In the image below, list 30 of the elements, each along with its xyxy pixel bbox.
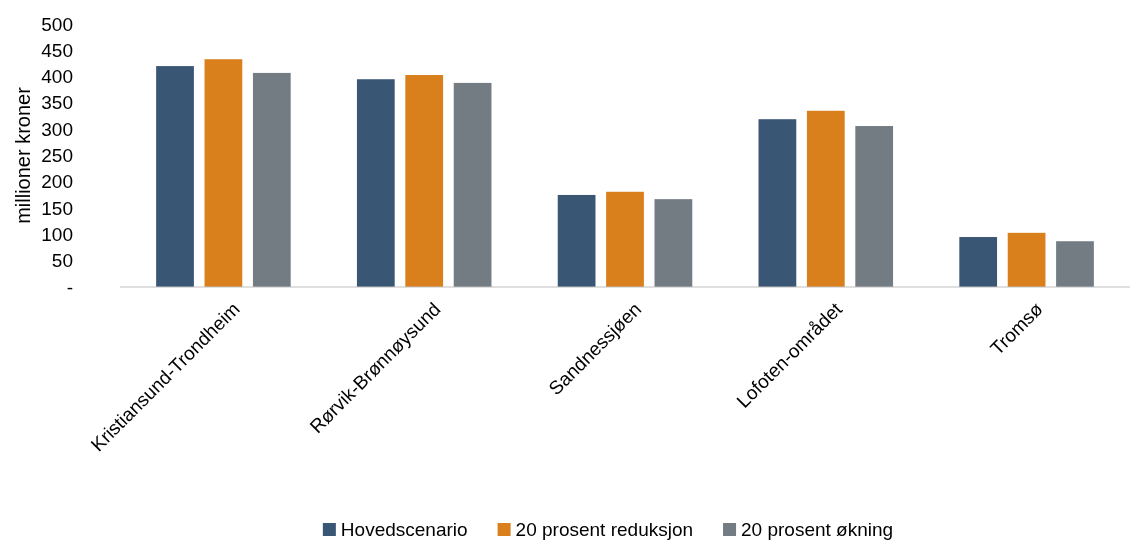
bar [557, 194, 596, 287]
y-tick-label: 50 [51, 250, 73, 272]
bar [654, 199, 693, 287]
y-tick-label: 200 [41, 171, 73, 193]
y-axis-title: millioner kroner [12, 86, 34, 224]
y-tick-label: - [66, 276, 73, 298]
bar [156, 66, 194, 287]
y-tick-label: 250 [41, 145, 73, 167]
y-tick-label: 400 [41, 66, 73, 88]
bar [606, 191, 644, 287]
bar [806, 110, 845, 287]
bar [252, 72, 291, 287]
legend-label: 20 prosent reduksjon [515, 519, 694, 540]
y-tick-label: 450 [41, 39, 73, 61]
y-tick-label: 500 [41, 13, 73, 35]
bar [855, 126, 894, 287]
y-tick-label: 350 [41, 92, 73, 114]
bar [204, 59, 243, 287]
bar [959, 237, 998, 287]
bar [758, 119, 797, 287]
bar [356, 79, 395, 287]
bar [405, 75, 444, 287]
bar [453, 82, 492, 287]
legend-label: Hovedscenario [340, 519, 468, 540]
bar [1056, 241, 1094, 287]
legend-label: 20 prosent økning [741, 519, 894, 540]
bar [1007, 232, 1046, 287]
y-tick-label: 150 [41, 197, 73, 219]
y-tick-label: 100 [41, 223, 73, 245]
y-tick-label: 300 [41, 118, 73, 140]
